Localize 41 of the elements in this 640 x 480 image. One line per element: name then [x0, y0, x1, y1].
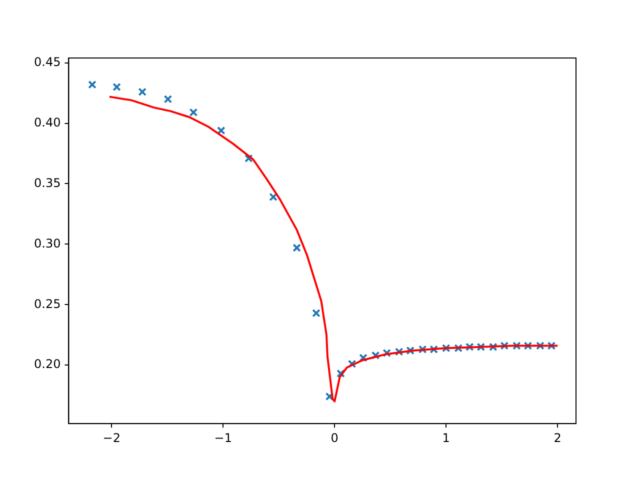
- point: [88, 80, 96, 89]
- point: [488, 342, 498, 352]
- point: [244, 154, 253, 163]
- point: [348, 360, 356, 368]
- x-tick-label: −2: [102, 430, 120, 445]
- point: [418, 345, 427, 354]
- point: [442, 344, 450, 352]
- point: [216, 126, 226, 135]
- point: [406, 346, 415, 355]
- point: [476, 342, 486, 352]
- y-tick-label: 0.40: [34, 115, 61, 130]
- point: [292, 244, 302, 252]
- point: [138, 88, 146, 96]
- x-tick-label: 2: [554, 430, 562, 445]
- point: [189, 108, 198, 117]
- point: [500, 342, 509, 350]
- x-tick-label: −1: [214, 430, 232, 445]
- point: [430, 345, 438, 354]
- point: [164, 94, 172, 104]
- y-tick-label: 0.25: [34, 296, 61, 311]
- y-tick-label: 0.45: [34, 54, 61, 69]
- y-tick-label: 0.30: [34, 236, 61, 250]
- x-tick-label: 1: [442, 430, 450, 445]
- point: [394, 348, 404, 356]
- point: [536, 342, 544, 350]
- point: [547, 342, 556, 350]
- point: [325, 392, 334, 401]
- point: [512, 342, 521, 350]
- x-tick-label: 0: [330, 430, 338, 445]
- point: [312, 308, 320, 318]
- y-tick-label: 0.20: [34, 357, 61, 372]
- point: [524, 342, 532, 350]
- point: [336, 369, 345, 378]
- point: [371, 351, 380, 360]
- point: [465, 342, 474, 352]
- point: [382, 348, 391, 358]
- point: [454, 344, 463, 352]
- y-tick-label: 0.35: [34, 176, 61, 190]
- point: [359, 354, 368, 362]
- point: [112, 82, 121, 92]
- point: [269, 192, 278, 202]
